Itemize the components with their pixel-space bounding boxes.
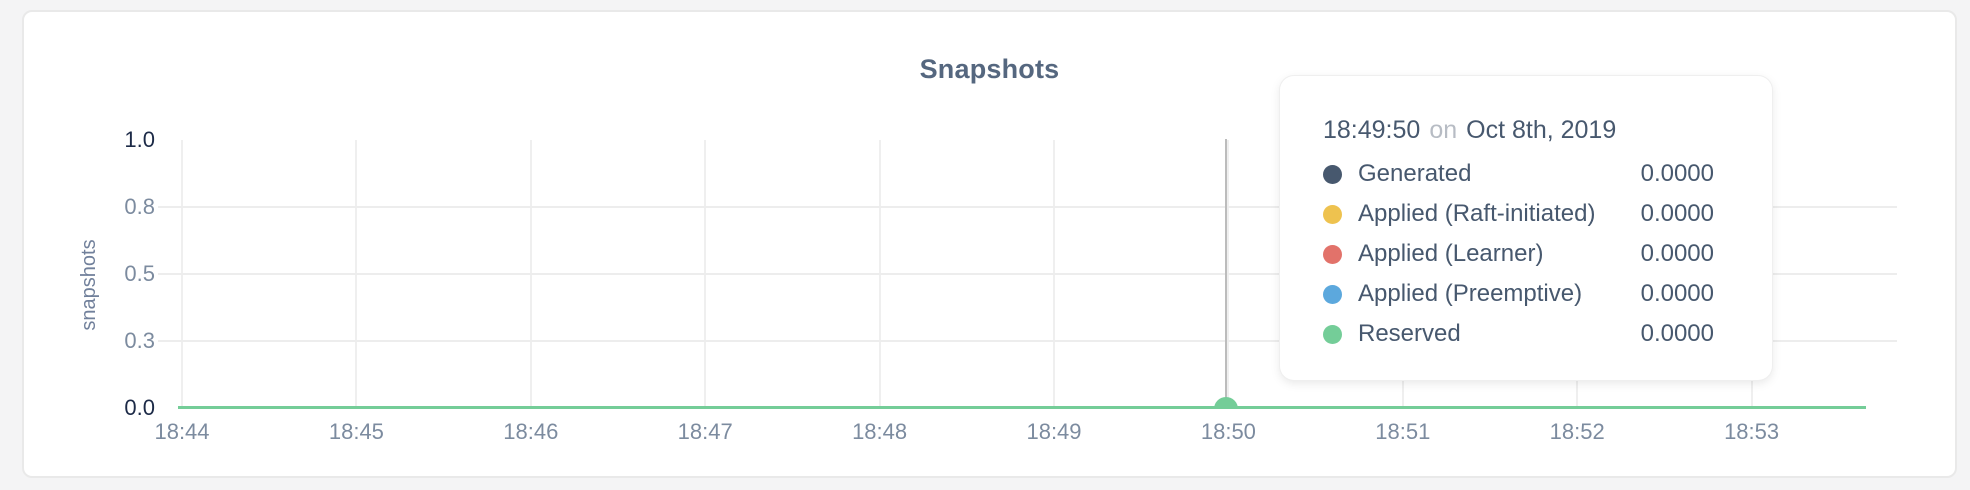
hover-point: [1214, 397, 1238, 409]
series-value: 0.0000: [1640, 200, 1714, 227]
y-tick-label: 0.8: [124, 194, 155, 219]
series-value: 0.0000: [1640, 160, 1714, 187]
y-tick-label: 0.5: [124, 261, 155, 286]
x-tick-label: 18:50: [1200, 419, 1256, 444]
x-tick-label: 18:46: [503, 419, 559, 444]
tooltip-row: Applied (Raft-initiated) 0.0000: [1323, 194, 1714, 234]
series-color-dot: [1323, 324, 1342, 344]
series-color-dot: [1323, 284, 1342, 304]
series-label: Reserved: [1358, 320, 1461, 347]
tooltip-time: 18:49:50: [1323, 116, 1421, 144]
series-label: Applied (Raft-initiated): [1358, 200, 1596, 227]
y-gridline: [158, 206, 1897, 208]
y-tick-label: 0.0: [124, 395, 155, 420]
tooltip-on-word: on: [1429, 116, 1458, 144]
hover-tooltip: 18:49:50 on Oct 8th, 2019 Generated 0.0000 A…: [1280, 76, 1772, 380]
tooltip-row: Applied (Learner) 0.0000: [1323, 234, 1714, 274]
series-label: Applied (Preemptive): [1358, 280, 1583, 307]
y-tick-label: 0.3: [124, 328, 155, 353]
hover-guideline: [1225, 139, 1227, 407]
chart-title: Snapshots: [919, 54, 1060, 84]
series-color-dot: [1323, 164, 1342, 184]
series-color-dot: [1323, 244, 1342, 264]
tooltip-row: Applied (Preemptive) 0.0000: [1323, 274, 1714, 314]
series-color-dot: [1323, 204, 1342, 224]
x-tick-label: 18:53: [1724, 419, 1780, 444]
tooltip-row: Generated 0.0000: [1323, 154, 1714, 194]
series-label: Applied (Learner): [1358, 240, 1544, 267]
y-gridline: [158, 273, 1897, 275]
tooltip-header: 18:49:50 on Oct 8th, 2019: [1323, 116, 1714, 145]
x-tick-label: 18:47: [677, 419, 733, 444]
x-tick-label: 18:45: [328, 419, 384, 444]
x-tick-label: 18:51: [1375, 419, 1431, 444]
series-line-reserved: [178, 406, 1866, 409]
x-tick-label: 18:52: [1549, 419, 1605, 444]
x-tick-label: 18:48: [852, 419, 908, 444]
series-label: Generated: [1358, 160, 1472, 187]
y-gridline: [158, 340, 1897, 342]
x-tick-label: 18:44: [154, 419, 210, 444]
tooltip-date: Oct 8th, 2019: [1466, 116, 1617, 144]
tooltip-row: Reserved 0.0000: [1323, 314, 1714, 354]
series-value: 0.0000: [1640, 320, 1714, 347]
series-value: 0.0000: [1640, 280, 1714, 307]
x-tick-label: 18:49: [1026, 419, 1082, 444]
series-value: 0.0000: [1640, 240, 1714, 267]
y-tick-label: 1.0: [124, 127, 155, 152]
